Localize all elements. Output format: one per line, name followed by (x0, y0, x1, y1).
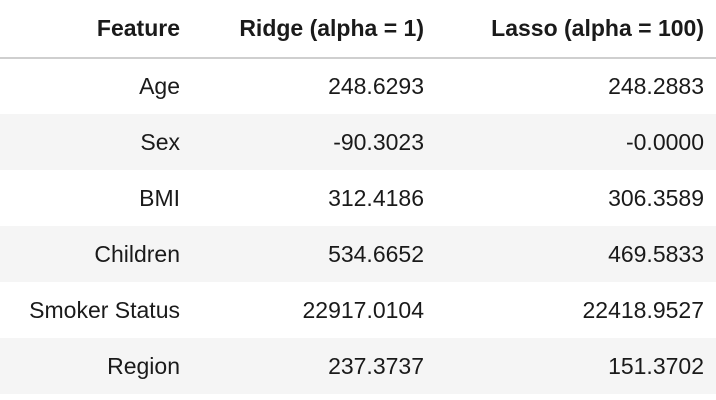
ridge-coef-cell: 22917.0104 (302, 296, 424, 323)
feature-cell: Smoker Status (29, 296, 180, 323)
ridge-coef-cell: 237.3737 (328, 352, 424, 379)
table-row: Region 237.3737 151.3702 (0, 338, 716, 394)
ridge-coef-cell: -90.3023 (333, 128, 424, 155)
lasso-coef-cell: 151.3702 (608, 352, 704, 379)
table-row: Age 248.6293 248.2883 (0, 58, 716, 114)
table-row: Smoker Status 22917.0104 22418.9527 (0, 282, 716, 338)
table-row: Sex -90.3023 -0.0000 (0, 114, 716, 170)
ridge-coef-cell: 248.6293 (328, 73, 424, 99)
lasso-coef-cell: 306.3589 (608, 184, 704, 211)
lasso-coef-cell: -0.0000 (625, 128, 704, 155)
table-row: BMI 312.4186 306.3589 (0, 170, 716, 226)
feature-cell: Age (139, 73, 180, 99)
lasso-coef-cell: 469.5833 (608, 240, 704, 267)
column-header-lasso: Lasso (alpha = 100) (436, 0, 716, 59)
ridge-coef-cell: 534.6652 (328, 240, 424, 267)
table-row: Children 534.6652 469.5833 (0, 226, 716, 282)
column-header-ridge: Ridge (alpha = 1) (192, 0, 436, 59)
table-header: Feature Ridge (alpha = 1) Lasso (alpha =… (0, 0, 716, 59)
feature-cell: Region (107, 352, 180, 379)
feature-cell: BMI (139, 184, 180, 211)
lasso-coef-cell: 248.2883 (608, 73, 704, 99)
lasso-coef-cell: 22418.9527 (582, 296, 704, 323)
table-body: Age 248.6293 248.2883 Sex -90.3023 -0.00… (0, 58, 716, 394)
header-row: Feature Ridge (alpha = 1) Lasso (alpha =… (0, 0, 716, 59)
feature-cell: Children (94, 240, 180, 267)
feature-cell: Sex (140, 128, 180, 155)
column-header-feature: Feature (0, 0, 192, 59)
ridge-coef-cell: 312.4186 (328, 184, 424, 211)
